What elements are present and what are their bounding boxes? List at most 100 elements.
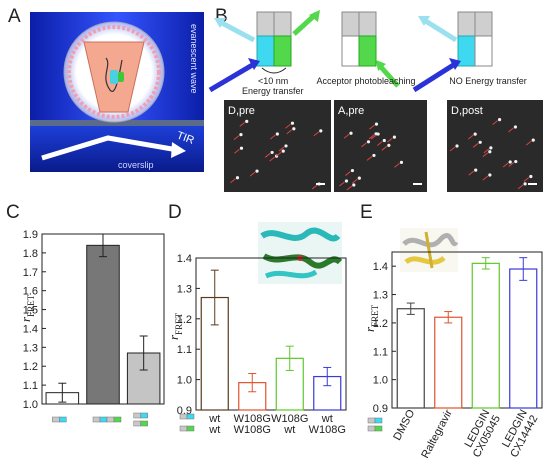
acceptor-fluor-3: [474, 35, 493, 67]
x-tick-label: DMSO: [391, 407, 417, 442]
spot-marker-arrow: [525, 140, 532, 146]
spot-marker-arrow: [239, 122, 246, 127]
bleach-arrowhead: [376, 60, 386, 71]
spot-marker-arrow: [472, 142, 479, 148]
category-icon-cap: [133, 420, 141, 427]
spot-marker-arrow: [449, 146, 456, 152]
fluorescent-spot: [245, 119, 249, 124]
donor-top-3: [457, 11, 476, 37]
spot-marker-arrow: [278, 146, 285, 152]
strand-e: [424, 231, 434, 269]
category-icon: [140, 412, 148, 419]
spot-marker-arrow: [523, 177, 530, 182]
fluorescent-spot: [349, 131, 353, 135]
spot-marker-arrow: [345, 171, 351, 176]
helix-d-1: [260, 227, 341, 242]
acceptor-emission-arrowhead-1: [309, 10, 320, 22]
legend-acceptor-chip-cap: [179, 425, 188, 432]
x-tick-label: wt: [208, 413, 220, 425]
spot-marker-arrow: [233, 135, 240, 140]
fluorescent-spot: [239, 146, 244, 150]
helix-e-1: [402, 233, 459, 248]
x-tick-label: wt: [321, 413, 333, 425]
legend-acceptor-chip: [374, 425, 383, 432]
bar: [434, 316, 463, 409]
spot-marker-arrow: [249, 171, 256, 177]
bleach-arrow: [378, 64, 400, 88]
y-tick-label: 1.0: [177, 375, 192, 387]
viral-rna: [105, 57, 123, 93]
fluorescent-spot: [239, 132, 243, 137]
y-axis-label: rFRET: [362, 304, 380, 332]
acceptor-label: [118, 72, 124, 82]
spot-marker-arrow: [368, 134, 375, 140]
image-label-1: D,pre: [228, 105, 255, 117]
legend-donor-chip: [186, 413, 195, 420]
spot-marker-arrow: [343, 133, 350, 139]
plot-frame: [195, 257, 347, 411]
spot-marker-arrow: [366, 156, 373, 161]
fluorescent-spot: [275, 132, 279, 136]
micrograph-3: D,post: [447, 100, 543, 192]
spot-marker-arrow: [482, 175, 489, 181]
y-tick-label: 1.3: [23, 342, 38, 354]
fluorescent-spot: [497, 118, 502, 122]
panel-a: A evanescent wave TIR coverslip: [8, 6, 204, 172]
spot-marker-arrow: [370, 134, 377, 140]
scale-bar-3: [528, 183, 537, 185]
panel-label-a: A: [8, 6, 21, 27]
panel-e: E 0.9 1.0 1.1 1.2 1.3 1.4 rFRET DMSO Raltegravir…: [360, 202, 543, 460]
panel-d: D 0.91.01.11.21.31.4rFRETwtwtW108GW108GW…: [166, 202, 347, 436]
legend-donor-chip-cap: [367, 417, 376, 424]
image-label-3: D,post: [451, 105, 483, 117]
fluorescent-spot: [374, 122, 379, 126]
chart-d: 0.91.01.11.21.31.4rFRETwtwtW108GW108GW10…: [166, 253, 347, 436]
fluorescent-spot: [350, 168, 355, 173]
fluorescent-spot: [372, 153, 376, 158]
spot-marker-arrow: [508, 127, 514, 133]
panel-label-d: D: [168, 202, 182, 223]
category-icon-cap: [133, 412, 141, 419]
spots-2: [339, 122, 404, 191]
y-tick-label: 1.4: [373, 261, 388, 273]
fluorescent-spot: [235, 176, 240, 180]
acceptor-fluor-2: [358, 35, 377, 67]
scale-bar-1: [316, 183, 325, 185]
category-icon-cap: [52, 416, 60, 423]
fluorescent-spot: [513, 125, 518, 129]
spot-marker-arrow: [311, 184, 318, 190]
scale-bar-2: [413, 183, 422, 185]
donor-emission-arrow-1: [218, 19, 256, 43]
spot-marker-arrow: [270, 134, 276, 140]
category-icon: [113, 416, 122, 423]
micrograph-bg-3: [447, 100, 543, 192]
fluorescent-spot: [478, 140, 482, 144]
spot-marker-arrow: [502, 162, 509, 168]
fluorescent-spot: [387, 143, 391, 147]
panel-label-e: E: [360, 202, 373, 223]
spot-marker-arrow: [285, 123, 291, 129]
bar: [396, 308, 425, 409]
fluorescent-spot: [529, 174, 533, 179]
y-tick-label: 1.2: [23, 361, 38, 373]
micrograph-2: A,pre: [334, 100, 427, 192]
fluorescent-spot: [392, 135, 397, 139]
donor-top-2: [341, 11, 360, 37]
y-axis-label: rFRET: [18, 294, 36, 322]
category-icon: [59, 416, 67, 423]
spot-marker-arrow: [517, 184, 524, 190]
fluorescent-spot: [382, 138, 386, 143]
y-tick-label: 1.1: [373, 346, 388, 358]
surface-line: [30, 120, 204, 126]
fret-state-3: NO Energy transfer: [412, 11, 527, 93]
legend-acceptor-chip-cap: [367, 425, 376, 432]
excitation-arrowhead-1: [248, 58, 260, 70]
spot-marker-arrow: [387, 137, 393, 143]
bar: [86, 244, 120, 405]
legend-donor-chip-cap: [179, 413, 188, 420]
spot-marker-arrow: [483, 148, 490, 154]
spot-marker-arrow: [394, 163, 400, 168]
y-axis-label: rFRET: [166, 312, 184, 340]
y-tick-label: 1.1: [177, 344, 192, 356]
